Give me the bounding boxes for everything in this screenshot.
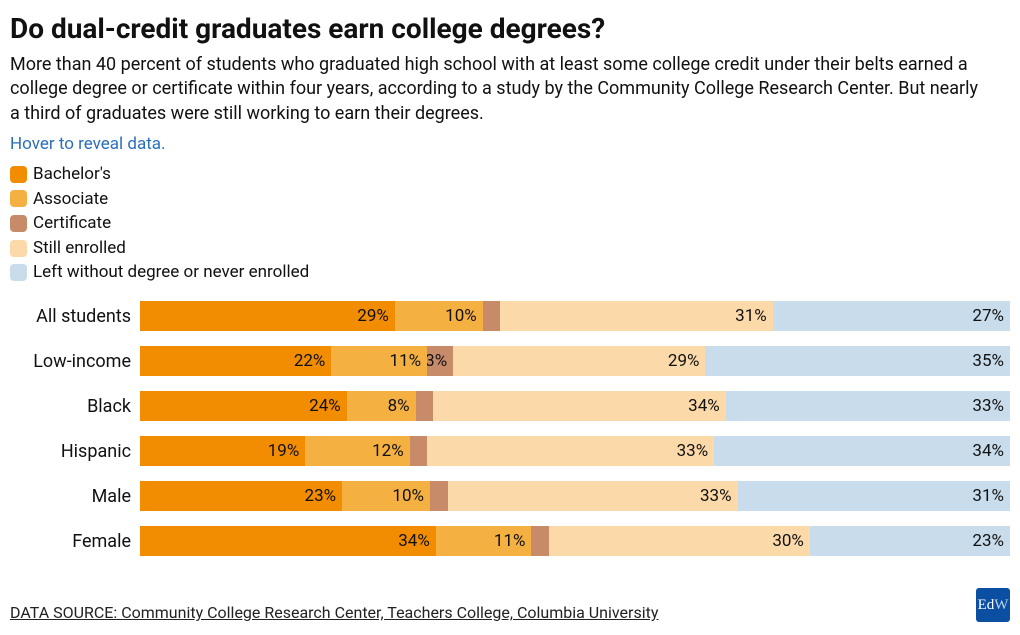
bar-segment-enrolled[interactable]: 33% xyxy=(448,481,738,511)
bar-segment-enrolled[interactable]: 30% xyxy=(549,526,810,556)
bar-segment-enrolled[interactable]: 29% xyxy=(453,346,705,376)
bar-segment-bachelors[interactable]: 34% xyxy=(140,526,436,556)
bar-segment-associate[interactable]: 11% xyxy=(436,526,532,556)
chart-row: Male23%10% 33%31% xyxy=(10,481,1010,511)
legend-item: Bachelor's xyxy=(10,162,1010,187)
legend-swatch xyxy=(10,215,27,232)
row-label: Hispanic xyxy=(10,441,140,462)
badge-ed: Ed xyxy=(978,597,995,614)
bar-segment-certificate[interactable] xyxy=(430,481,448,511)
bar[interactable]: 29%10% 31%27% xyxy=(140,301,1010,331)
legend-item: Still enrolled xyxy=(10,236,1010,261)
bar-segment-enrolled[interactable]: 34% xyxy=(433,391,726,421)
legend-item: Certificate xyxy=(10,211,1010,236)
page-title: Do dual-credit graduates earn college de… xyxy=(10,12,1010,45)
bar-segment-bachelors[interactable]: 23% xyxy=(140,481,342,511)
hover-hint: Hover to reveal data. xyxy=(10,134,1010,154)
badge-w: W xyxy=(994,597,1008,614)
bar-segment-enrolled[interactable]: 33% xyxy=(427,436,714,466)
bar-segment-left[interactable]: 23% xyxy=(810,526,1010,556)
chart-row: Hispanic19%12% 33%34% xyxy=(10,436,1010,466)
bar-segment-left[interactable]: 35% xyxy=(705,346,1010,376)
legend-swatch xyxy=(10,190,27,207)
bar-segment-bachelors[interactable]: 24% xyxy=(140,391,347,421)
bar-segment-associate[interactable]: 8% xyxy=(347,391,416,421)
bar-segment-bachelors[interactable]: 29% xyxy=(140,301,395,331)
bar-segment-associate[interactable]: 10% xyxy=(342,481,430,511)
bar-segment-bachelors[interactable]: 22% xyxy=(140,346,331,376)
bar-segment-certificate[interactable]: 3% xyxy=(427,346,453,376)
row-label: Male xyxy=(10,486,140,507)
legend-swatch xyxy=(10,264,27,281)
legend-label: Certificate xyxy=(33,211,111,236)
chart-row: Low-income22%11%3%29%35% xyxy=(10,346,1010,376)
bar-segment-certificate[interactable] xyxy=(483,301,501,331)
bar-segment-left[interactable]: 33% xyxy=(726,391,1010,421)
chart-row: Female34%11% 30%23% xyxy=(10,526,1010,556)
legend-label: Associate xyxy=(33,187,108,212)
row-label: Black xyxy=(10,396,140,417)
legend: Bachelor'sAssociateCertificateStill enro… xyxy=(10,162,1010,285)
bar-segment-certificate[interactable] xyxy=(410,436,427,466)
bar-segment-left[interactable]: 27% xyxy=(773,301,1010,331)
stacked-bar-chart: All students29%10%31%27%Low-income22%11%… xyxy=(10,301,1010,556)
bar-segment-associate[interactable]: 10% xyxy=(395,301,483,331)
subtitle-text: More than 40 percent of students who gra… xyxy=(10,53,990,126)
bar[interactable]: 19%12% 33%34% xyxy=(140,436,1010,466)
bar-segment-associate[interactable]: 11% xyxy=(331,346,427,376)
bar-segment-left[interactable]: 31% xyxy=(738,481,1010,511)
legend-label: Still enrolled xyxy=(33,236,126,261)
data-source-link[interactable]: DATA SOURCE: Community College Research … xyxy=(10,603,658,622)
edweek-badge[interactable]: EdW xyxy=(976,588,1010,622)
legend-label: Bachelor's xyxy=(33,162,111,187)
bar-segment-certificate[interactable] xyxy=(416,391,433,421)
row-label: Female xyxy=(10,531,140,552)
bar[interactable]: 22%11%3%29%35% xyxy=(140,346,1010,376)
bar-segment-associate[interactable]: 12% xyxy=(305,436,409,466)
bar-segment-left[interactable]: 34% xyxy=(714,436,1010,466)
bar-segment-enrolled[interactable]: 31% xyxy=(500,301,772,331)
chart-row: All students29%10% 31%27% xyxy=(10,301,1010,331)
legend-item: Associate xyxy=(10,187,1010,212)
legend-swatch xyxy=(10,166,27,183)
row-label: All students xyxy=(10,306,140,327)
bar[interactable]: 23%10% 33%31% xyxy=(140,481,1010,511)
bar[interactable]: 24%8% 34%33% xyxy=(140,391,1010,421)
legend-item: Left without degree or never enrolled xyxy=(10,260,1010,285)
chart-row: Black24%8% 34%33% xyxy=(10,391,1010,421)
legend-swatch xyxy=(10,240,27,257)
bar-segment-bachelors[interactable]: 19% xyxy=(140,436,305,466)
legend-label: Left without degree or never enrolled xyxy=(33,260,309,285)
bar[interactable]: 34%11% 30%23% xyxy=(140,526,1010,556)
bar-segment-certificate[interactable] xyxy=(531,526,548,556)
row-label: Low-income xyxy=(10,351,140,372)
